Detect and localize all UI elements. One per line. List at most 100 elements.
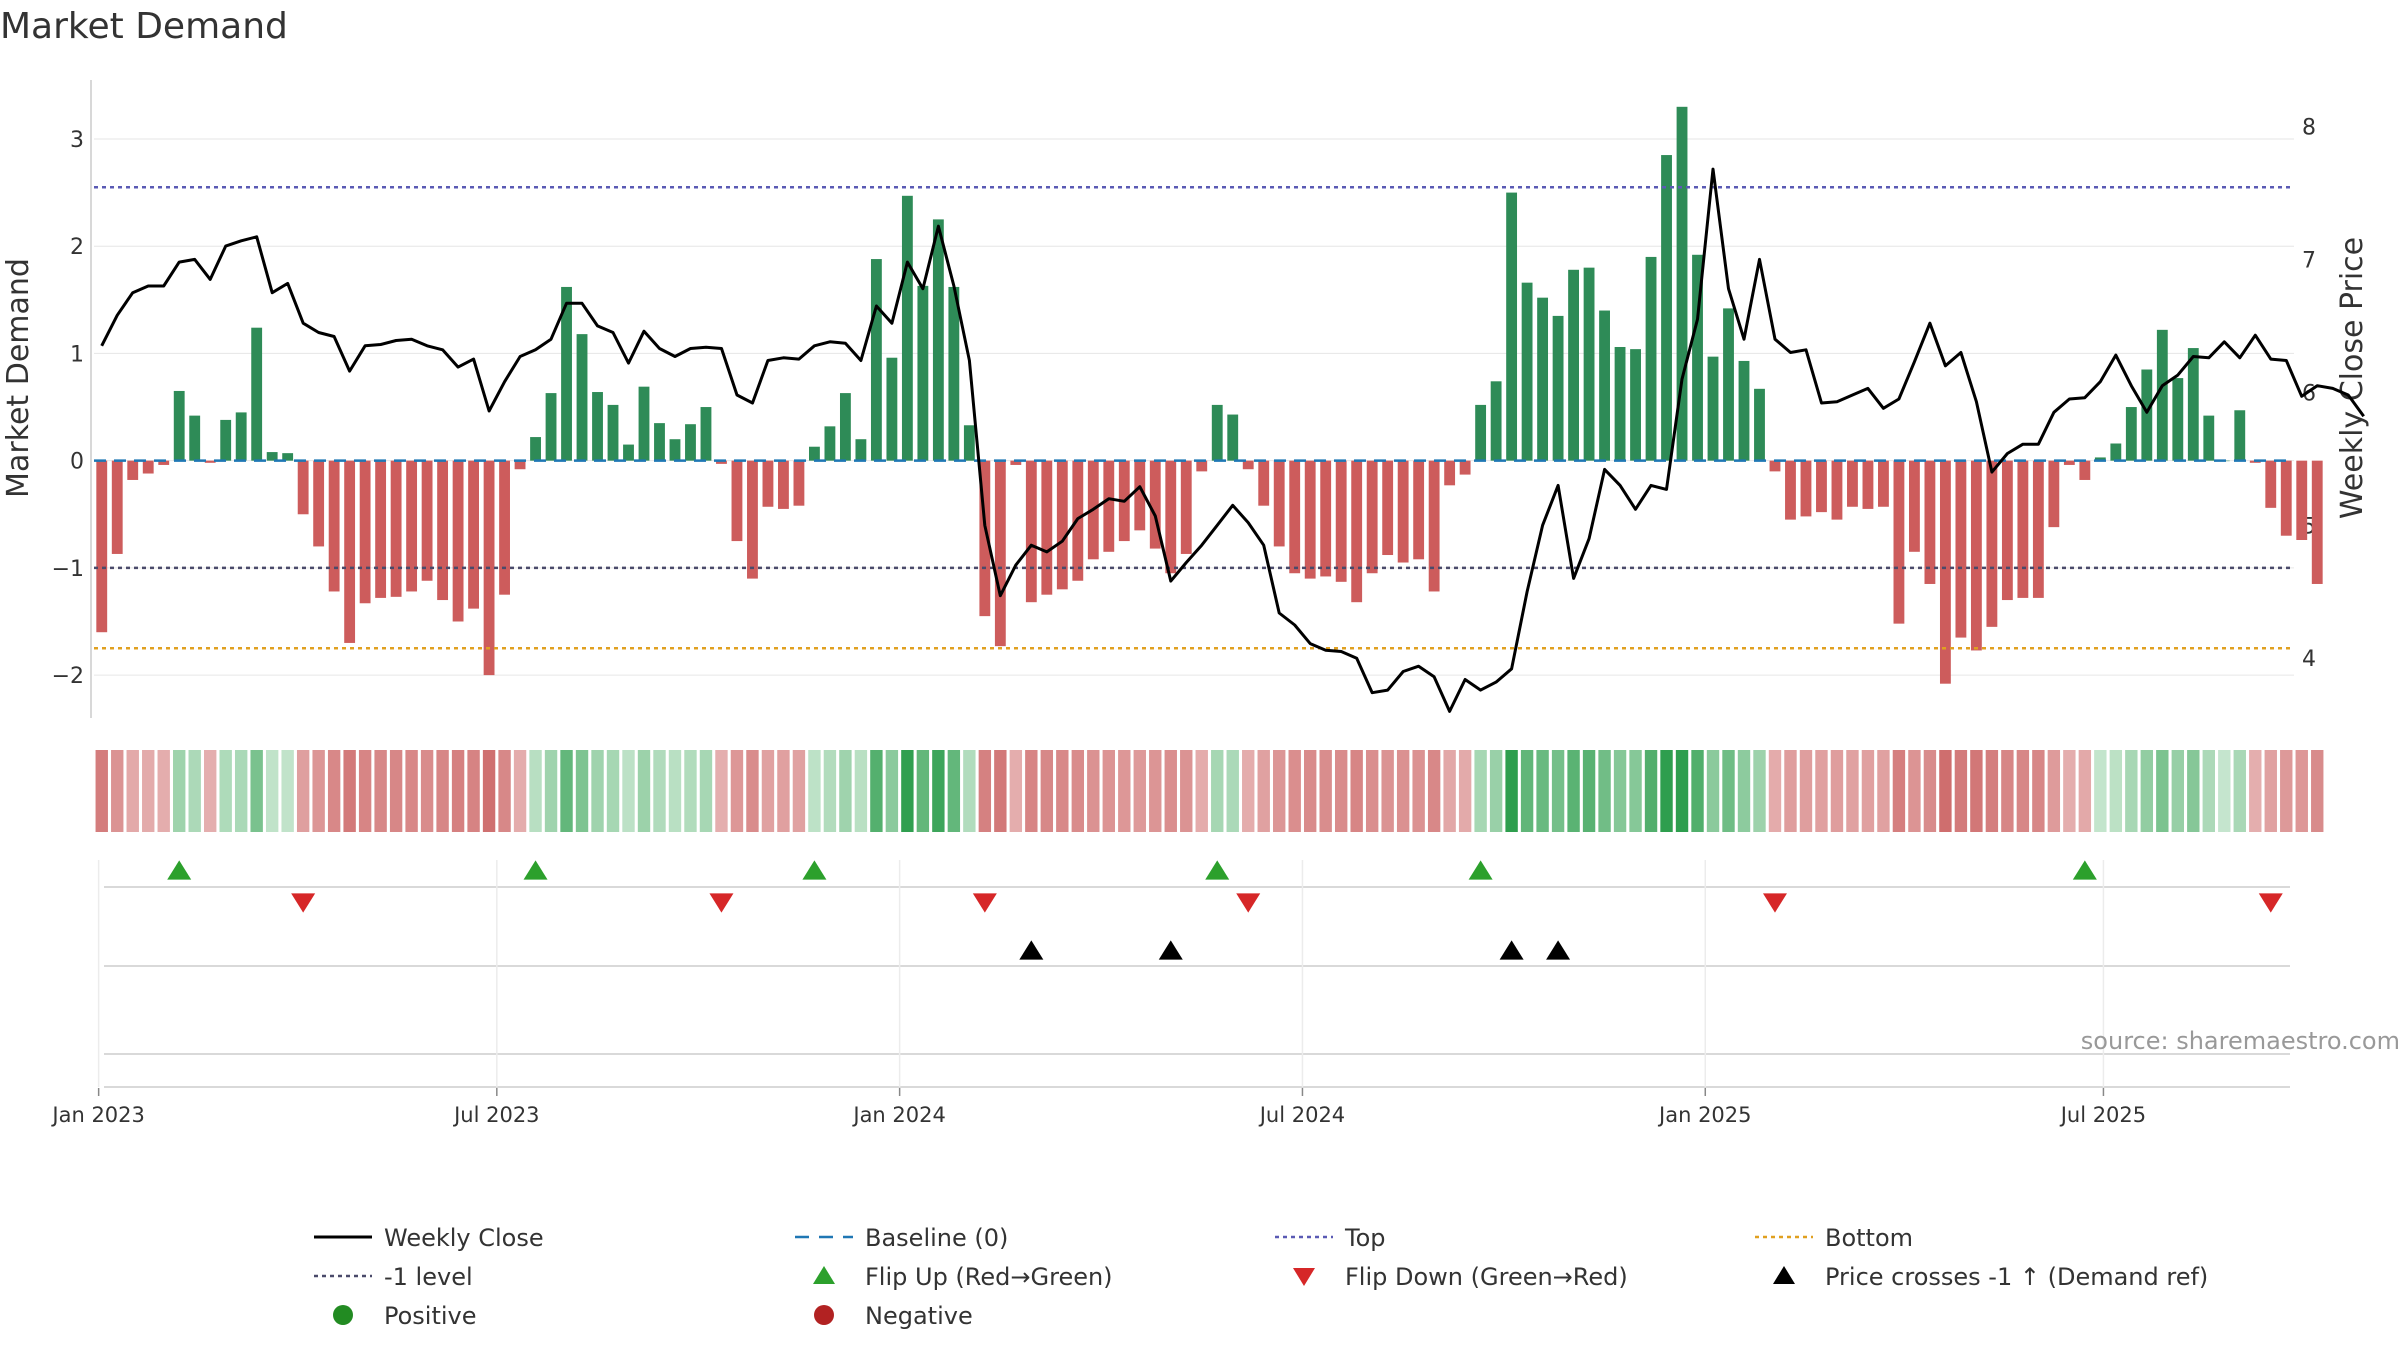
heat-cell (1706, 750, 1720, 832)
flip-up-marker (1468, 860, 1493, 880)
heat-cell (1861, 750, 1875, 832)
legend-swatch (814, 1305, 834, 1325)
negative-bar (359, 460, 371, 604)
heat-cell (1458, 750, 1472, 832)
heat-cell (1288, 750, 1301, 832)
heat-cell (2295, 750, 2308, 832)
heat-cell (1025, 750, 1038, 832)
negative-bar (406, 460, 418, 592)
weekly-close-line (100, 167, 2365, 713)
positive-bar (282, 453, 294, 461)
positive-bar (2172, 378, 2184, 461)
heat-cell (1830, 750, 1844, 832)
positive-bar (2203, 415, 2215, 461)
flip-down-marker (709, 893, 734, 913)
negative-bar (1413, 460, 1425, 560)
legend-label: Price crosses -1 ↑ (Demand ref) (1825, 1263, 2208, 1291)
positive-bar (1692, 254, 1703, 461)
heat-cell (312, 750, 325, 832)
negative-bar (142, 460, 154, 474)
heat-cell (234, 750, 248, 832)
legend-item-positive: Positive (333, 1302, 477, 1330)
positive-bar (1211, 404, 1223, 461)
negative-bar (1459, 460, 1471, 475)
flip-up-marker (523, 860, 548, 880)
heat-cell (746, 750, 759, 832)
heat-cell (204, 750, 217, 832)
negative-bar (979, 460, 991, 617)
heat-cell (95, 750, 108, 832)
positive-bar (561, 286, 572, 461)
flip-down-marker (1236, 893, 1261, 913)
positive-bar (669, 439, 681, 461)
positive-bar (1754, 388, 1765, 461)
heat-cell (1660, 750, 1673, 832)
positive-bar (1475, 404, 1487, 461)
y2-axis-label: Weekly Close Price (2335, 237, 2370, 519)
positive-bar (1506, 192, 1518, 461)
negative-bar (1847, 460, 1858, 507)
heat-cell (1536, 750, 1549, 832)
heat-cell (1691, 750, 1704, 832)
negative-bar (2032, 460, 2044, 598)
heat-cell (870, 750, 883, 832)
negative-bar (1196, 460, 1208, 472)
negative-bar (1273, 460, 1285, 547)
heat-cell (1877, 750, 1890, 832)
y2-tick-label: 4 (2302, 647, 2316, 672)
heat-cell (606, 750, 620, 832)
date-tick-label: Jan 2025 (1657, 1103, 1752, 1127)
negative-bar (2280, 460, 2292, 536)
heat-cell (1489, 750, 1503, 832)
negative-bar (1816, 460, 1827, 513)
heat-cell (1149, 750, 1162, 832)
negative-bar (1149, 460, 1161, 549)
negative-bar (762, 460, 774, 507)
negative-bar (111, 460, 123, 554)
heat-cell (1396, 750, 1410, 832)
heat-cell (451, 750, 465, 832)
heat-cell (1040, 750, 1054, 832)
flip-up-marker (2072, 860, 2097, 880)
flip-up-marker (802, 860, 827, 880)
negative-bar (1335, 460, 1347, 582)
heat-cell (1257, 750, 1270, 832)
negative-bar (1103, 460, 1115, 552)
heat-cell (1180, 750, 1193, 832)
negative-bar (1242, 460, 1254, 470)
positive-bar (1723, 308, 1734, 461)
positive-bar (1537, 297, 1549, 461)
heat-cell (2032, 750, 2045, 832)
positive-bar (685, 424, 696, 461)
negative-bar (1939, 460, 1951, 684)
negative-bar (1428, 460, 1440, 592)
heat-cell (994, 750, 1007, 832)
negative-bar (1800, 460, 1812, 517)
heat-cell (2233, 750, 2246, 832)
legend-item-price-cross: Price crosses -1 ↑ (Demand ref) (1773, 1263, 2208, 1291)
heat-cell (1815, 750, 1828, 832)
positive-bar (809, 446, 820, 461)
negative-bar (344, 460, 356, 643)
heat-cell (1908, 750, 1921, 832)
negative-bar (1025, 460, 1037, 603)
positive-bar (2110, 443, 2122, 461)
negative-bar (127, 460, 139, 480)
heat-cell (1551, 750, 1565, 832)
negative-bar (2017, 460, 2029, 598)
heat-cell (761, 750, 775, 832)
heat-cell (1443, 750, 1456, 832)
y-tick-label: −1 (52, 557, 84, 582)
negative-bar (1041, 460, 1053, 595)
heat-cell (1334, 750, 1348, 832)
demand-heat-strip (95, 750, 2324, 832)
heat-cell (575, 750, 589, 832)
positive-bar (638, 386, 650, 461)
heat-cell (173, 750, 186, 832)
heat-cell (327, 750, 341, 832)
date-tick-label: Jul 2025 (2059, 1103, 2146, 1127)
positive-bar (1661, 155, 1672, 461)
negative-bar (1351, 460, 1363, 603)
heat-cell (1753, 750, 1766, 832)
negative-bar (2079, 460, 2091, 480)
